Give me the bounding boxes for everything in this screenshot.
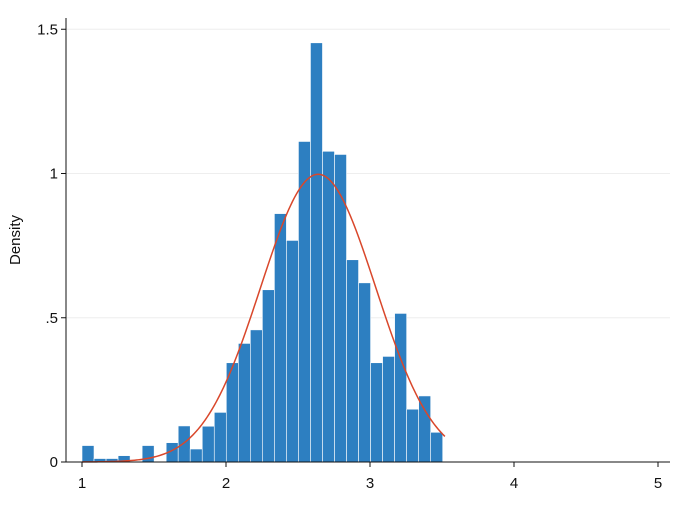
histogram-bars (81, 42, 444, 463)
histogram-bar (418, 395, 431, 463)
histogram-bar (262, 289, 275, 463)
histogram-bar (346, 259, 359, 463)
y-tick-label: 0 (50, 454, 58, 471)
histogram-bar (298, 141, 311, 463)
tick-labels: 0 .5 1 1.5 1 2 3 4 5 (37, 21, 662, 492)
histogram-bar (189, 448, 203, 463)
histogram-bar (322, 150, 335, 463)
histogram-bar (394, 313, 407, 463)
histogram-bar (430, 431, 444, 463)
histogram-bar (274, 213, 287, 463)
x-tick-label: 2 (222, 475, 230, 492)
normal-density-curve (81, 173, 446, 463)
histogram-bar (334, 154, 347, 463)
y-tick-label: 1 (50, 166, 58, 183)
x-tick-label: 5 (654, 475, 662, 492)
histogram-bar (406, 408, 419, 463)
histogram-bar (201, 425, 215, 463)
y-tick-label: .5 (45, 310, 58, 327)
axes (61, 18, 670, 467)
gridlines (66, 28, 670, 319)
histogram-bar (238, 343, 251, 463)
histogram-bar (250, 329, 263, 463)
histogram-bar (81, 445, 95, 463)
histogram-bar (358, 282, 371, 463)
histogram-bar (213, 412, 227, 463)
histogram-bar (370, 362, 383, 463)
x-tick-label: 1 (78, 475, 86, 492)
x-tick-label: 4 (510, 475, 518, 492)
y-axis-title: Density (7, 214, 24, 265)
histogram-bar (286, 240, 299, 463)
histogram-bar (310, 42, 323, 463)
histogram-bar (382, 356, 395, 463)
y-tick-label: 1.5 (37, 21, 58, 38)
histogram-bar (177, 425, 191, 463)
x-tick-label: 3 (366, 475, 374, 492)
density-curve-layer (81, 173, 446, 463)
